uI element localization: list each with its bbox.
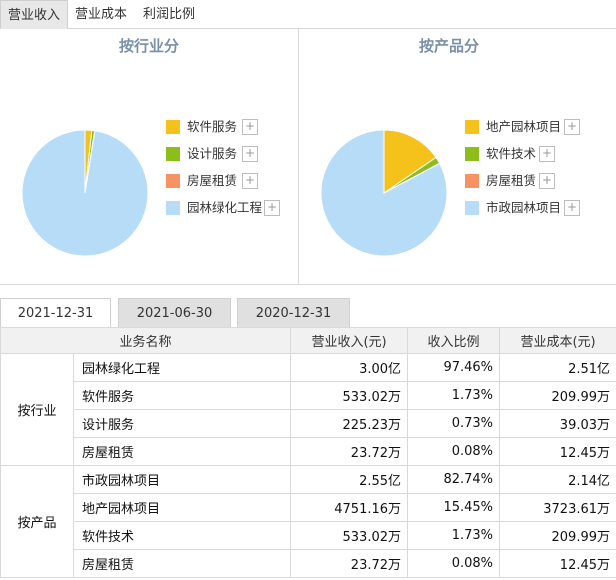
- header-ratio: 收入比例: [407, 327, 501, 354]
- table-row: 房屋租赁 23.72万 0.08% 12.45万: [1, 549, 616, 578]
- cell-cost: 3723.61万: [499, 493, 616, 522]
- legend-label: 软件技术: [486, 146, 537, 161]
- legend-swatch: [465, 147, 479, 161]
- chart-title-industry: 按行业分: [118, 37, 179, 55]
- cell-revenue: 533.02万: [290, 521, 409, 550]
- legend-label: 房屋租赁: [486, 173, 537, 188]
- cell-ratio: 0.73%: [407, 409, 501, 438]
- cell-cost: 12.45万: [499, 549, 616, 578]
- cell-cost: 209.99万: [499, 521, 616, 550]
- cell-name: 地产园林项目: [72, 493, 292, 522]
- expand-plus-icon[interactable]: +: [564, 200, 580, 216]
- chart-divider: [298, 29, 299, 284]
- legend-item-landscaping: 园林绿化工程 +: [166, 200, 291, 216]
- header-business-name: 业务名称: [0, 327, 292, 354]
- legend-swatch: [465, 120, 479, 134]
- table-row: 地产园林项目 4751.16万 15.45% 3723.61万: [1, 493, 616, 522]
- legend-swatch: [465, 201, 479, 215]
- legend-item-software-tech: 软件技术 +: [465, 146, 605, 162]
- table-row: 设计服务 225.23万 0.73% 39.03万: [1, 409, 616, 438]
- table-row: 按产品 市政园林项目 2.55亿 82.74% 2.14亿: [0, 465, 616, 578]
- cell-ratio: 1.73%: [407, 521, 501, 550]
- group-label-industry: 按行业: [0, 353, 74, 466]
- cell-ratio: 82.74%: [407, 465, 501, 494]
- table-header-row: 业务名称 营业收入(元) 收入比例 营业成本(元): [0, 327, 616, 354]
- cell-ratio: 15.45%: [407, 493, 501, 522]
- cell-name: 房屋租赁: [72, 549, 292, 578]
- cell-ratio: 0.08%: [407, 549, 501, 578]
- cell-cost: 39.03万: [499, 409, 616, 438]
- header-revenue: 营业收入(元): [290, 327, 409, 354]
- business-table-wrapper: 业务名称 营业收入(元) 收入比例 营业成本(元) 按行业 园林绿化工程 3.0…: [0, 327, 616, 578]
- date-tab-2020-12-31[interactable]: 2020-12-31: [237, 298, 350, 327]
- legend-label: 园林绿化工程: [187, 200, 263, 215]
- group-label-product: 按产品: [0, 465, 74, 578]
- table-row: 软件服务 533.02万 1.73% 209.99万: [1, 381, 616, 410]
- chart-panel-industry: 按行业分 软件服务 + 设计服务 + 房屋租赁 + 园林绿化工程 +: [0, 29, 298, 284]
- chart-bottom-border: [0, 284, 616, 285]
- pie-chart-industry: [21, 129, 149, 257]
- tab-revenue[interactable]: 营业收入: [0, 0, 68, 29]
- tab-profit-ratio[interactable]: 利润比例: [142, 7, 195, 22]
- cell-revenue: 2.55亿: [290, 465, 409, 494]
- legend-item-house-rental-2: 房屋租赁 +: [465, 173, 605, 189]
- expand-plus-icon[interactable]: +: [539, 146, 555, 162]
- chart-title-product: 按产品分: [418, 37, 479, 55]
- expand-plus-icon[interactable]: +: [242, 146, 258, 162]
- header-cost: 营业成本(元): [499, 327, 616, 354]
- cell-cost: 2.51亿: [499, 353, 616, 382]
- cell-revenue: 3.00亿: [290, 353, 409, 382]
- cell-revenue: 225.23万: [290, 409, 409, 438]
- table-row: 软件技术 533.02万 1.73% 209.99万: [1, 521, 616, 550]
- cell-ratio: 97.46%: [407, 353, 501, 382]
- cell-name: 软件技术: [72, 521, 292, 550]
- cell-revenue: 23.72万: [290, 549, 409, 578]
- cell-name: 设计服务: [72, 409, 292, 438]
- cell-name: 房屋租赁: [72, 437, 292, 466]
- tab-cost[interactable]: 营业成本: [74, 7, 127, 22]
- pie-slice-0[interactable]: [383, 129, 437, 194]
- pie-slice-3[interactable]: [320, 129, 448, 257]
- cell-cost: 209.99万: [499, 381, 616, 410]
- top-tab-bar: 营业收入 营业成本 利润比例: [0, 0, 616, 29]
- date-tab-2021-06-30[interactable]: 2021-06-30: [118, 298, 231, 327]
- legend-swatch: [166, 174, 180, 188]
- expand-plus-icon[interactable]: +: [242, 173, 258, 189]
- cell-revenue: 533.02万: [290, 381, 409, 410]
- legend-label: 地产园林项目: [486, 119, 562, 134]
- cell-cost: 12.45万: [499, 437, 616, 466]
- cell-revenue: 4751.16万: [290, 493, 409, 522]
- cell-name: 市政园林项目: [72, 465, 292, 494]
- expand-plus-icon[interactable]: +: [264, 200, 280, 216]
- expand-plus-icon[interactable]: +: [242, 119, 258, 135]
- chart-panel-product: 按产品分 地产园林项目 + 软件技术 + 房屋租赁 + 市政园林项目 +: [299, 29, 616, 284]
- cell-revenue: 23.72万: [290, 437, 409, 466]
- pie-chart-product: [320, 129, 448, 257]
- legend-item-municipal-landscape: 市政园林项目 +: [465, 200, 605, 216]
- cell-ratio: 0.08%: [407, 437, 501, 466]
- legend-label: 市政园林项目: [486, 200, 562, 215]
- cell-ratio: 1.73%: [407, 381, 501, 410]
- table-row: 房屋租赁 23.72万 0.08% 12.45万: [1, 437, 616, 466]
- expand-plus-icon[interactable]: +: [539, 173, 555, 189]
- legend-swatch: [166, 120, 180, 134]
- legend-swatch: [166, 147, 180, 161]
- cell-name: 园林绿化工程: [72, 353, 292, 382]
- legend-item-software-service: 软件服务 +: [166, 119, 291, 135]
- cell-name: 软件服务: [72, 381, 292, 410]
- cell-cost: 2.14亿: [499, 465, 616, 494]
- legend-label: 软件服务: [187, 119, 238, 134]
- pie-slice-3[interactable]: [21, 129, 149, 257]
- legend-item-design-service: 设计服务 +: [166, 146, 291, 162]
- legend-swatch: [465, 174, 479, 188]
- legend-item-house-rental: 房屋租赁 +: [166, 173, 291, 189]
- date-tab-2021-12-31[interactable]: 2021-12-31: [0, 298, 111, 328]
- legend-label: 设计服务: [187, 146, 238, 161]
- legend-swatch: [166, 201, 180, 215]
- legend-label: 房屋租赁: [187, 173, 238, 188]
- expand-plus-icon[interactable]: +: [564, 119, 580, 135]
- table-row: 按行业 园林绿化工程 3.00亿 97.46% 2.51亿: [0, 353, 616, 466]
- legend-item-real-estate-landscape: 地产园林项目 +: [465, 119, 605, 135]
- business-breakdown-table: 业务名称 营业收入(元) 收入比例 营业成本(元) 按行业 园林绿化工程 3.0…: [0, 327, 616, 578]
